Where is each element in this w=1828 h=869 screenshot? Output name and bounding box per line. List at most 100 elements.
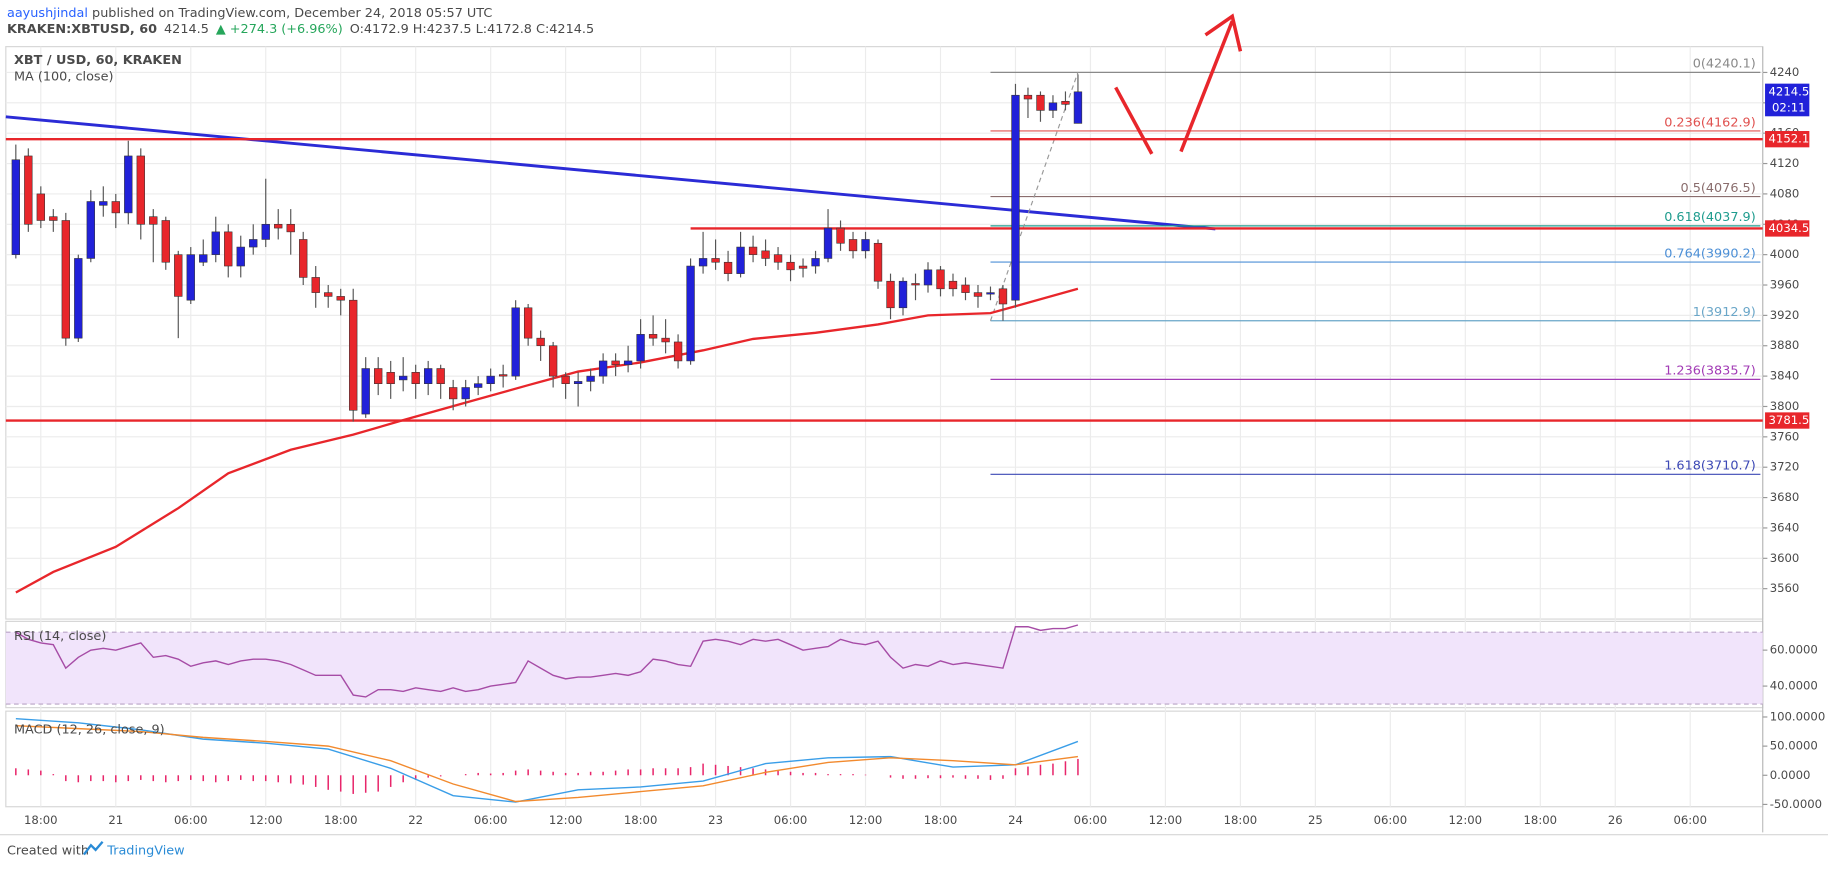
x-tick-label: 12:00 [849,813,883,827]
candle-body [536,337,545,347]
candle-body [186,254,195,301]
candle-body [923,269,933,286]
candle-body [61,220,70,339]
candle-body [648,334,658,339]
candle-body [336,296,345,301]
rsi-band [5,632,1763,705]
candle-body [811,258,820,267]
y-tick-label: 40.0000 [1770,679,1818,693]
x-tick-label: 06:00 [1374,813,1408,827]
fib-label: 1.236(3835.7) [1664,364,1756,379]
candle-body [149,216,158,225]
fib-label: 0(4240.1) [1693,57,1756,72]
last-price-label: 4214.5 [1769,84,1810,98]
candle-body [573,381,583,384]
candle-body [461,387,470,400]
candle-body [623,360,633,366]
footer-brand[interactable]: TradingView [106,844,184,859]
candle-body [436,368,445,384]
x-tick-label: 18:00 [324,813,358,827]
macd-line [15,725,1079,803]
candle-body [286,223,295,233]
chart-title: XBT / USD, 60, KRAKEN [14,53,182,68]
candle-body [773,254,783,263]
candle-body [449,387,458,400]
candle-body [586,375,595,382]
x-tick-label: 21 [108,813,123,827]
price-tag-label: 4034.5 [1769,221,1810,235]
candle-body [36,193,45,221]
y-tick-label: 4000 [1770,247,1800,261]
candle-body [961,284,970,293]
candle-body [598,360,608,377]
y-tick-label: 100.0000 [1770,709,1826,723]
candle-body [786,261,795,271]
macd-label: MACD (12, 26, close, 9) [14,722,165,737]
arrow-head [1204,13,1243,52]
y-tick-label: 4240 [1770,65,1800,79]
x-tick-label: 06:00 [474,813,508,827]
candle-body [1073,91,1083,124]
candle-body [711,258,720,263]
candle-body [761,250,770,259]
candle-body [199,254,208,263]
candle-body [111,201,120,214]
candle-body [49,216,58,221]
x-tick-label: 06:00 [1074,813,1108,827]
axes: 18:00 21 06:00 12:00 18:00 22 06:00 12:00 18:00 2… [24,65,1825,827]
footer-created: Created with [7,844,89,859]
x-tick-label: 23 [708,813,723,827]
candle-body [299,239,308,278]
y-tick-label: 3600 [1770,551,1800,565]
candle-body [798,265,808,269]
fib-label: 0.618(4037.9) [1664,210,1756,225]
y-tick-label: 3720 [1770,460,1800,474]
x-tick-label: 06:00 [174,813,208,827]
x-tick-label: 18:00 [924,813,958,827]
ma-label: MA (100, close) [14,69,114,84]
candle-body [24,155,33,225]
fib-label: 1(3912.9) [1693,305,1756,320]
x-tick-label: 18:00 [1524,813,1558,827]
x-tick-label: 12:00 [249,813,283,827]
fib-label: 0.5(4076.5) [1681,181,1756,196]
price-tag [1765,220,1810,237]
candle-body [399,375,408,381]
candle-body [898,280,908,309]
candle-body [74,258,83,339]
candle-body [936,269,945,290]
fib-label: 1.618(3710.7) [1664,459,1756,474]
x-tick-label: 25 [1308,813,1323,827]
candle-body [99,201,108,206]
y-tick-label: -50.0000 [1770,797,1822,811]
candle-body [861,239,870,252]
x-tick-label: 12:00 [549,813,583,827]
y-tick-label: 3880 [1770,338,1800,352]
candle-body [823,227,833,259]
candle-body [261,223,270,240]
candle-body [736,246,745,274]
x-tick-label: 26 [1608,813,1623,827]
candle-body [361,368,370,415]
x-tick-label: 24 [1008,813,1023,827]
candle-body [411,372,420,384]
candle-body [236,246,245,267]
candle-body [1011,94,1020,301]
candle-body [948,280,958,290]
rsi-line [15,624,1079,698]
candle-body [161,220,170,263]
y-tick-label: 50.0000 [1770,739,1818,753]
candle-body [86,201,95,259]
candle-body [686,265,695,362]
candle-body [698,258,708,267]
candle-body [124,155,133,214]
candle-body [848,239,858,252]
candle-body [486,375,495,384]
candle-body [324,292,333,297]
y-tick-label: 3840 [1770,369,1800,383]
candle-body [249,239,258,248]
x-tick-label: 06:00 [1673,813,1707,827]
author[interactable]: aayushjindal [7,5,88,20]
